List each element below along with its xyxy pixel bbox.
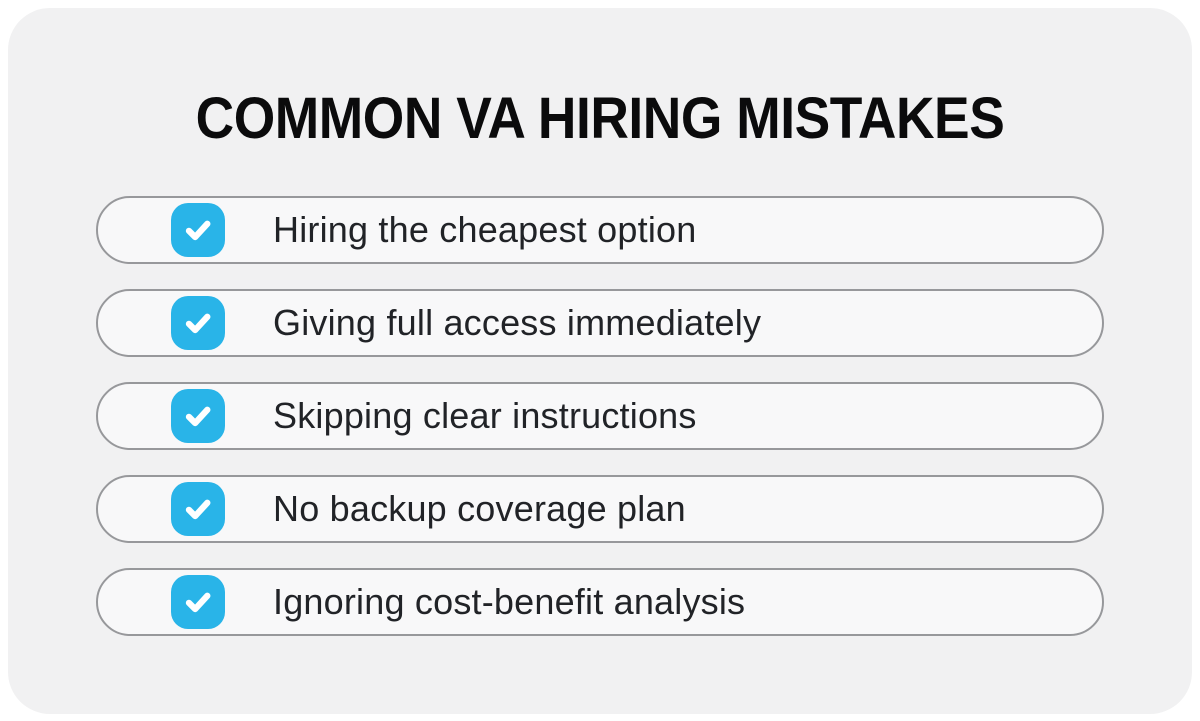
mistakes-checklist: Hiring the cheapest option Giving full a… xyxy=(96,196,1104,636)
checkmark-icon xyxy=(171,296,225,350)
list-item: Ignoring cost-benefit analysis xyxy=(96,568,1104,636)
list-item-label: Hiring the cheapest option xyxy=(273,209,697,250)
list-item: No backup coverage plan xyxy=(96,475,1104,543)
checkmark-icon xyxy=(171,389,225,443)
list-item-label: Ignoring cost-benefit analysis xyxy=(273,581,746,622)
list-item-label: Skipping clear instructions xyxy=(273,395,697,436)
infographic-card: COMMON VA HIRING MISTAKES Hiring the che… xyxy=(8,8,1192,714)
list-item: Hiring the cheapest option xyxy=(96,196,1104,264)
checkmark-icon xyxy=(171,203,225,257)
page-title: COMMON VA HIRING MISTAKES xyxy=(195,86,1005,151)
list-item-label: No backup coverage plan xyxy=(273,488,686,529)
list-item-label: Giving full access immediately xyxy=(273,302,762,343)
list-item: Giving full access immediately xyxy=(96,289,1104,357)
list-item: Skipping clear instructions xyxy=(96,382,1104,450)
checkmark-icon xyxy=(171,482,225,536)
checkmark-icon xyxy=(171,575,225,629)
